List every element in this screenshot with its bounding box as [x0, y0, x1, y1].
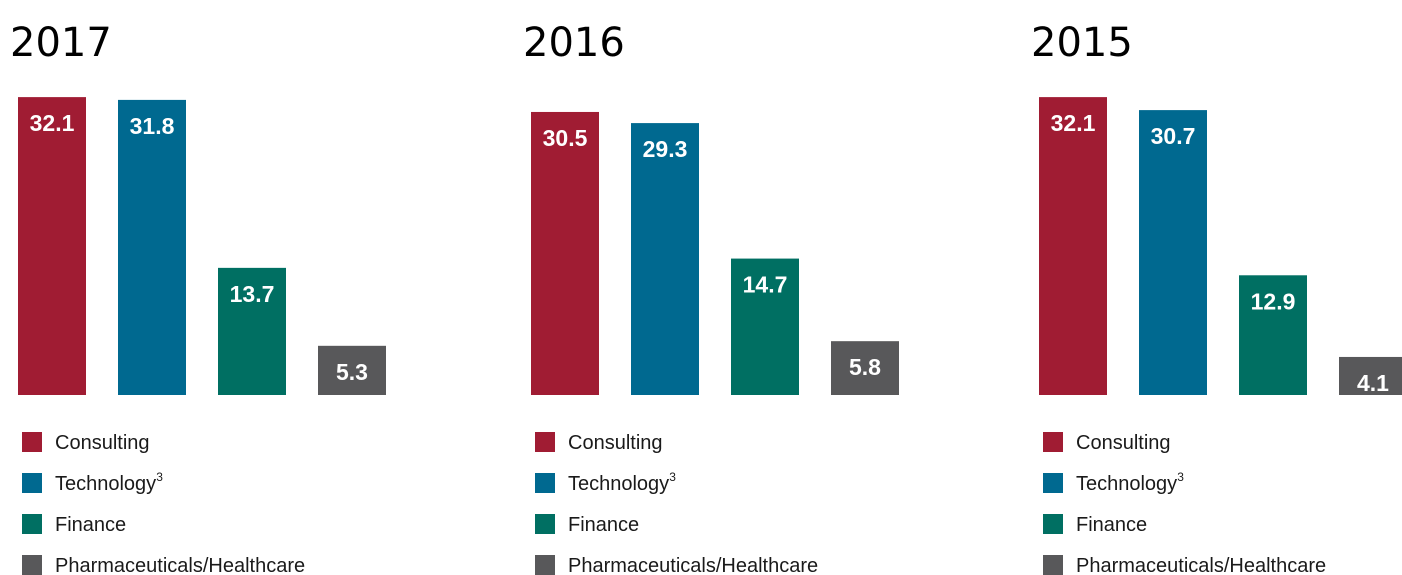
- legend-swatch: [1043, 473, 1063, 493]
- legend-label: Consulting: [568, 432, 663, 454]
- legend-label: Finance: [1076, 514, 1147, 536]
- bar-value-label: 4.1: [1357, 370, 1389, 396]
- legend-swatch: [1043, 514, 1063, 534]
- bar-value-label: 12.9: [1251, 288, 1296, 314]
- bar-value-label: 5.8: [849, 354, 881, 380]
- bar-value-label: 29.3: [643, 136, 688, 162]
- bar-pharmaceuticals-healthcare: [318, 345, 386, 395]
- bar-value-label: 32.1: [1051, 110, 1096, 136]
- legend-label: Pharmaceuticals/Healthcare: [1076, 555, 1326, 575]
- bar-technology: [631, 123, 699, 395]
- bar-finance: [1239, 275, 1307, 395]
- bar-value-label: 32.1: [30, 110, 75, 136]
- legend-label: Finance: [55, 514, 126, 536]
- legend-label: Finance: [568, 514, 639, 536]
- bar-value-label: 31.8: [130, 113, 175, 139]
- chart-title: 2017: [10, 20, 112, 66]
- bar-consulting: [1039, 97, 1107, 395]
- legend-swatch: [22, 432, 42, 452]
- legend-swatch: [535, 514, 555, 534]
- bar-technology: [1139, 110, 1207, 395]
- chart-title: 2016: [523, 20, 625, 66]
- legend-label: Consulting: [55, 432, 150, 454]
- bar-value-label: 5.3: [336, 359, 368, 385]
- legend-swatch: [22, 555, 42, 575]
- legend-label: Technology3: [1076, 470, 1184, 495]
- bar-consulting: [18, 97, 86, 395]
- legend-swatch: [535, 555, 555, 575]
- legend-label: Pharmaceuticals/Healthcare: [568, 555, 818, 575]
- legend-label: Technology3: [568, 470, 676, 495]
- legend-swatch: [535, 473, 555, 493]
- legend-swatch: [535, 432, 555, 452]
- bar-value-label: 14.7: [743, 272, 788, 298]
- bar-finance: [218, 267, 286, 395]
- bar-consulting: [531, 111, 599, 396]
- legend-swatch: [22, 473, 42, 493]
- chart-panel-2017: 2017 32.1 31.8 13.7 5.3 Consulting Technology3…: [10, 20, 386, 575]
- legend-swatch: [22, 514, 42, 534]
- legend-label: Pharmaceuticals/Healthcare: [55, 555, 305, 575]
- bar-pharmaceuticals-healthcare: [831, 341, 899, 395]
- legend-label: Consulting: [1076, 432, 1171, 454]
- bar-value-label: 30.5: [543, 125, 588, 151]
- bar-pharmaceuticals-healthcare: [1339, 356, 1402, 395]
- bar-finance: [731, 258, 799, 395]
- chart-title: 2015: [1031, 20, 1133, 66]
- legend-swatch: [1043, 432, 1063, 452]
- chart-panel-2016: 2016 30.5 29.3 14.7 5.8 Consulting Technology3…: [523, 20, 899, 575]
- chart-panel-2015: 2015 32.1 30.7 12.9 4.1 Consulting Technology3…: [1031, 20, 1402, 575]
- legend-label: Technology3: [55, 470, 163, 495]
- bar-value-label: 30.7: [1151, 123, 1196, 149]
- bar-value-label: 13.7: [230, 281, 275, 307]
- bar-technology: [118, 99, 186, 396]
- legend-swatch: [1043, 555, 1063, 575]
